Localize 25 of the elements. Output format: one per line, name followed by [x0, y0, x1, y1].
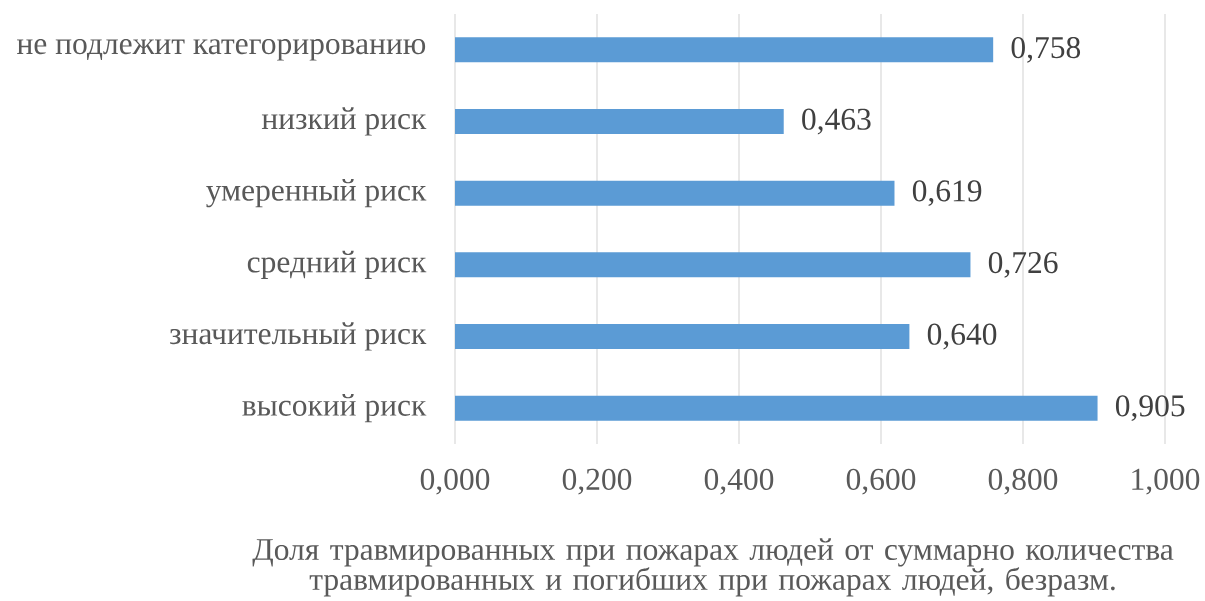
y-tick-label: умеренный риск: [206, 178, 427, 208]
y-tick-label: низкий риск: [261, 107, 427, 136]
data-label: 0,619: [912, 180, 982, 207]
x-tick-label: 0,400: [704, 468, 774, 495]
x-tick-label: 0,800: [988, 468, 1058, 495]
data-label: 0,726: [988, 251, 1058, 278]
bar: [455, 395, 1098, 421]
bar: [455, 37, 994, 63]
bar: [455, 323, 910, 349]
data-label: 0,463: [802, 108, 871, 135]
bar: [455, 180, 895, 206]
y-tick-label: значительный риск: [170, 322, 427, 351]
data-label: 0,758: [1011, 36, 1081, 63]
x-tick-label: 0,600: [846, 468, 916, 495]
x-tick-label: 0,000: [420, 468, 490, 495]
y-tick-label: не подлежит категорированию: [17, 39, 426, 61]
data-label: 0,905: [1115, 395, 1185, 422]
y-tick-label: высокий риск: [242, 394, 427, 423]
x-axis-title: Доля травмированных при пожарах людей от суммарно количества травмированных и погибших при пожарах людей, безразм.: [252, 538, 1174, 597]
bar: [455, 252, 971, 278]
x-tick-label: 0,200: [562, 468, 632, 495]
y-tick-label: средний риск: [247, 250, 427, 279]
bar: [455, 109, 784, 134]
data-label: 0,640: [927, 323, 997, 350]
x-tick-label: 1,000: [1132, 468, 1200, 495]
